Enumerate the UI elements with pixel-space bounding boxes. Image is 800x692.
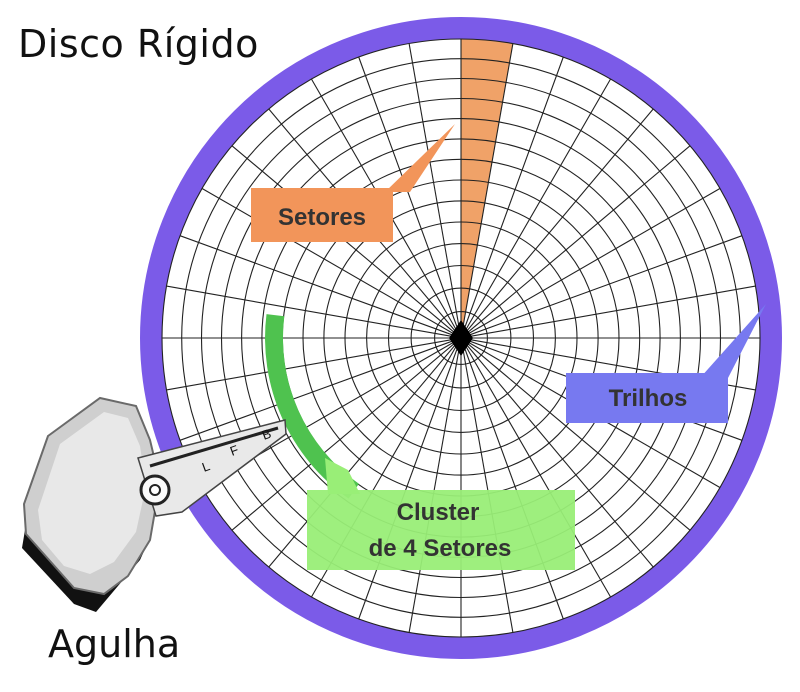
sector-spoke — [166, 285, 454, 338]
sector-spoke — [231, 342, 456, 531]
sector-spoke — [358, 56, 459, 331]
sector-spoke — [461, 43, 514, 331]
sector-spoke — [408, 43, 461, 331]
cluster-callout-pointer — [325, 458, 360, 494]
sector-spoke — [464, 344, 611, 598]
head-marking-3: L — [200, 458, 212, 475]
spindle-center — [449, 320, 473, 356]
platter-rim — [140, 17, 782, 659]
sector-spoke — [201, 188, 455, 335]
sector-spoke — [461, 345, 514, 633]
sector-spoke — [358, 345, 459, 620]
sectors-callout-pointer — [385, 124, 455, 192]
pivot-bearing-inner — [149, 484, 161, 496]
sector-spoke — [463, 345, 564, 620]
sector-spoke — [408, 345, 461, 633]
sector-spoke — [466, 145, 691, 334]
tracks-callout — [566, 373, 728, 423]
head-arm — [137, 419, 287, 517]
actuator-face — [38, 412, 146, 574]
tracks-callout-pointer — [700, 304, 766, 378]
sector-spoke — [468, 285, 756, 338]
sector-spoke — [268, 343, 457, 568]
sector-spoke — [166, 338, 454, 391]
sector-spoke — [468, 235, 743, 336]
sector-spoke — [467, 188, 721, 335]
sector-spoke — [463, 56, 564, 331]
head-arm-edge — [149, 426, 279, 468]
sector-spoke — [465, 108, 654, 333]
sectors-label: Setores — [278, 204, 366, 231]
cluster-label-line2: de 4 Setores — [369, 535, 512, 562]
sector-spoke — [179, 235, 454, 336]
sector-spoke — [179, 340, 454, 441]
cluster-callout — [307, 490, 575, 570]
page-title: Disco Rígido — [18, 22, 259, 66]
cluster-label-line1: Cluster — [397, 499, 480, 526]
read-write-head: B F L — [22, 396, 287, 612]
sector-spoke — [465, 343, 654, 568]
sectors-callout — [251, 188, 393, 242]
sector-spoke — [464, 78, 611, 332]
tracks-label: Trilhos — [609, 385, 688, 412]
sector-spoke — [466, 342, 691, 531]
needle-label: Agulha — [48, 622, 181, 666]
